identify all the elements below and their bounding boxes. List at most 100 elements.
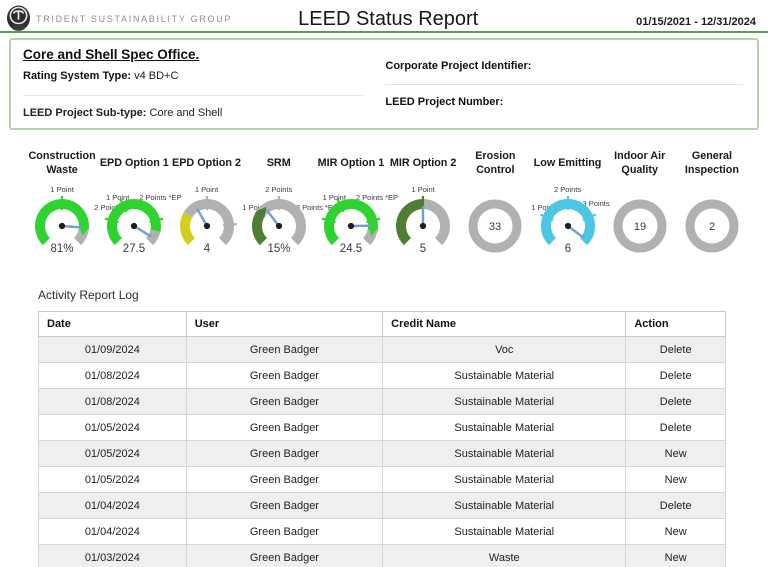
gauge-general-inspection: General Inspection 2 (676, 142, 748, 268)
table-cell: New (625, 440, 726, 467)
table-cell: Sustainable Material (382, 466, 627, 493)
gauge-title: Low Emitting (533, 156, 602, 169)
table-cell: Sustainable Material (382, 440, 627, 467)
gauge-point-label: 1 Point (531, 203, 555, 212)
svg-text:33: 33 (489, 221, 501, 233)
svg-text:81%: 81% (51, 243, 74, 255)
gauge-icon: 24.5 (321, 198, 381, 255)
table-row: 01/09/2024 Green Badger Voc Delete (38, 336, 726, 363)
table-cell: Delete (625, 388, 726, 415)
header-divider (0, 31, 768, 33)
activity-report-section: Activity Report Log Date User Credit Name A… (38, 288, 726, 567)
gauge-epd-option-2: EPD Option 2 1 Point 4 (170, 142, 242, 268)
gauge-chart: 33 (459, 184, 531, 268)
table-cell: New (625, 518, 726, 545)
gauge-title: MIR Option 2 (389, 156, 457, 169)
donut-icon: 33 (468, 199, 522, 253)
project-info-right: Corporate Project Identifier: LEED Proje… (379, 47, 743, 119)
gauge-title: MIR Option 1 (317, 156, 385, 169)
table-cell: 01/04/2024 (38, 518, 187, 545)
gauge-title: EPD Option 2 (172, 156, 241, 169)
gauge-icon: 4 (179, 196, 237, 255)
column-header-user: User (185, 311, 384, 337)
subtype-line: LEED Project Sub-type: Core and Shell (23, 107, 363, 119)
gauge-title: SRM (266, 156, 291, 169)
project-info-box: Core and Shell Spec Office. Rating Syste… (9, 38, 759, 130)
column-header-date: Date (38, 311, 187, 337)
table-cell: New (625, 466, 726, 493)
table-cell: Green Badger (185, 388, 384, 415)
table-cell: Green Badger (185, 362, 384, 389)
gauge-mir-option-1: MIR Option 1 1 Point 2 Points *EP 3 Points … (296, 142, 398, 268)
rating-system-line: Rating System Type: v4 BD+C (23, 70, 363, 82)
svg-text:27.5: 27.5 (123, 243, 145, 255)
gauge-chart: 1 Point 81% (26, 184, 98, 268)
table-cell: 01/08/2024 (38, 388, 187, 415)
table-cell: Sustainable Material (382, 388, 627, 415)
table-cell: Green Badger (185, 492, 384, 519)
leed-number-label: LEED Project Number: (385, 96, 504, 108)
right-divider (385, 84, 743, 85)
gauge-icon: 15% (251, 196, 306, 255)
gauges-row: Construction Waste 1 Point 81% EPD Option 1… (0, 142, 768, 268)
gauge-point-label: 2 Points (553, 185, 582, 194)
table-cell: Voc (382, 336, 627, 363)
gauge-title: EPD Option 1 (99, 156, 169, 169)
table-cell: 01/04/2024 (38, 492, 187, 519)
gauge-chart: 1 Point 5 (387, 184, 459, 268)
subtype-label: LEED Project Sub-type: (23, 107, 147, 119)
gauge-point-label: 1 Point (50, 185, 74, 194)
gauge-srm: SRM 2 Points 1 Point 15% (242, 142, 315, 268)
table-cell: 01/08/2024 (38, 362, 187, 389)
corporate-id-label: Corporate Project Identifier: (385, 60, 532, 72)
table-cell: Sustainable Material (382, 362, 627, 389)
table-cell: 01/05/2024 (38, 440, 187, 467)
donut-icon: 19 (613, 199, 667, 253)
table-cell: Sustainable Material (382, 492, 627, 519)
table-body: 01/09/2024 Green Badger Voc Delete 01/08/202… (38, 336, 726, 567)
table-cell: Delete (625, 492, 726, 519)
gauge-title: General Inspection (684, 149, 739, 176)
gauge-point-label: 2 Points *EP (355, 193, 399, 202)
svg-text:5: 5 (420, 243, 426, 255)
column-header-action: Action (625, 311, 726, 337)
donut-icon: 2 (685, 199, 739, 253)
table-cell: Waste (382, 544, 627, 567)
gauge-icon: 81% (35, 196, 90, 255)
gauge-epd-option-1: EPD Option 1 1 Point 2 Points *EP 2 Points 2… (94, 142, 181, 268)
trident-logo-icon (6, 5, 31, 37)
gauge-chart: 2 Points 1 Point 3 Points 6 (531, 184, 609, 268)
gauge-point-label: 1 Point (411, 185, 435, 194)
gauge-point-label: 1 Point (242, 203, 266, 212)
project-name: Core and Shell Spec Office. (23, 47, 200, 62)
gauge-point-label: 2 Points *EP (139, 193, 182, 202)
svg-text:15%: 15% (267, 243, 290, 255)
project-info-left: Core and Shell Spec Office. Rating Syste… (23, 47, 379, 119)
activity-table: Date User Credit Name Action 01/09/2024 Gree… (38, 311, 726, 567)
table-row: 01/08/2024 Green Badger Sustainable Materi… (38, 362, 726, 389)
gauge-mir-option-2: MIR Option 2 1 Point 5 (387, 142, 459, 268)
table-cell: 01/05/2024 (38, 414, 187, 441)
gauge-point-label: 1 Point (105, 193, 130, 202)
rating-system-label: Rating System Type: (23, 70, 131, 82)
table-cell: Delete (625, 336, 726, 363)
gauge-point-label: 3 Points (582, 199, 610, 208)
gauge-chart: 1 Point 2 Points *EP 3 Points *EP 24.5 (296, 184, 398, 268)
page-title: LEED Status Report (298, 8, 479, 30)
gauge-point-label: 1 Point (194, 185, 219, 194)
gauge-chart: 2 Points 1 Point 15% (242, 184, 315, 268)
gauge-erosion-control: Erosion Control 33 (459, 142, 531, 268)
svg-text:24.5: 24.5 (340, 243, 362, 255)
table-row: 01/05/2024 Green Badger Sustainable Materi… (38, 414, 726, 441)
table-cell: Green Badger (185, 440, 384, 467)
subtype-value: Core and Shell (149, 107, 223, 119)
table-cell: Sustainable Material (382, 414, 627, 441)
table-header-row: Date User Credit Name Action (38, 311, 726, 337)
activity-report-title: Activity Report Log (38, 288, 139, 302)
gauge-chart: 2 (676, 184, 748, 268)
gauge-low-emitting: Low Emitting 2 Points 1 Point 3 Points 6 (531, 142, 609, 268)
svg-text:6: 6 (564, 243, 570, 255)
company-name: TRIDENT SUSTAINABILITY GROUP (36, 14, 233, 24)
table-cell: Green Badger (185, 336, 384, 363)
